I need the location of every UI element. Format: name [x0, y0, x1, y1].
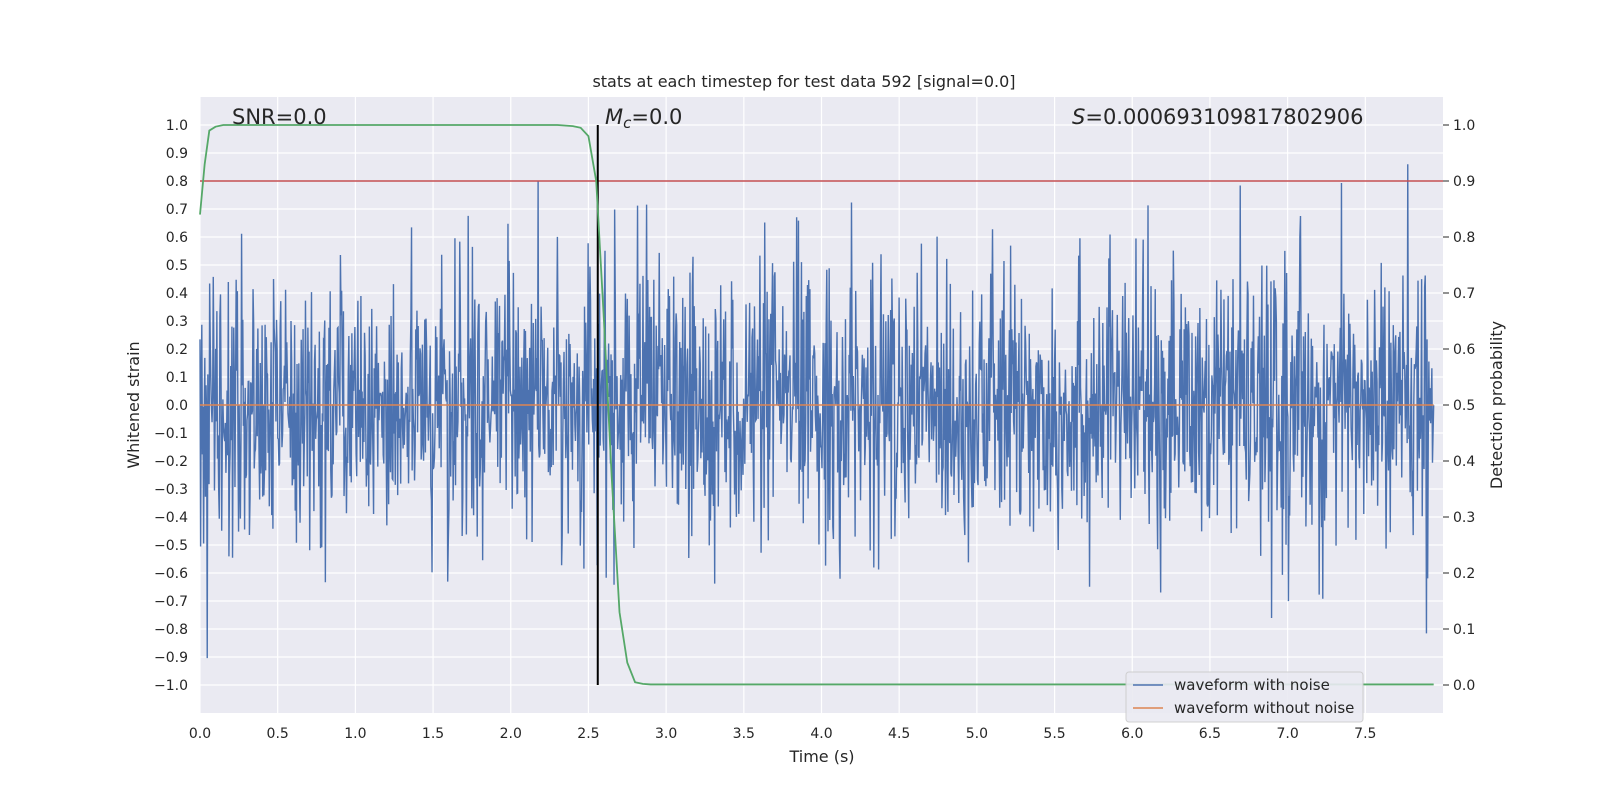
y-axis-label: Whitened strain	[124, 341, 143, 468]
y2-tick-label: 0.4	[1453, 454, 1475, 470]
y-tick-label: −0.8	[154, 622, 188, 638]
chirp-mass-value: =0.0	[631, 105, 682, 129]
detection-probability-line	[199, 124, 1434, 686]
y-tick-label: 0.2	[166, 342, 188, 358]
y-tick-label: 0.8	[166, 174, 188, 190]
x-tick-label: 4.5	[888, 726, 910, 742]
chirp-mass-symbol: M	[605, 105, 623, 129]
x-tick-label: 2.5	[577, 726, 599, 742]
y-tick-label: −0.6	[154, 566, 188, 582]
snr-statistic-annotation: S=0.000693109817802906	[1072, 105, 1363, 129]
x-axis-label: Time (s)	[788, 747, 854, 766]
y-tick-label: 0.1	[166, 370, 188, 386]
chart-title: stats at each timestep for test data 592…	[592, 72, 1015, 91]
x-tick-label: 0.0	[189, 726, 211, 742]
y-tick-label: −0.4	[154, 510, 188, 526]
x-tick-label: 5.5	[1043, 726, 1065, 742]
legend: waveform with noise waveform without noi…	[1125, 671, 1364, 723]
y-axis-ticks: 1.0 0.9 0.8 0.7 0.6 0.5 0.4 0.3 0.2 0.1 0.0 −0.1 −0.…	[154, 118, 188, 694]
y-tick-label: 1.0	[166, 118, 188, 134]
y2-tick-label: 0.7	[1453, 286, 1475, 302]
x-tick-label: 7.5	[1354, 726, 1376, 742]
y-tick-label: 0.3	[166, 314, 188, 330]
y2-tick-label: 0.9	[1453, 174, 1475, 190]
statistic-value: =0.000693109817802906	[1085, 105, 1363, 129]
y-tick-label: −0.9	[154, 650, 188, 666]
x-tick-label: 4.0	[810, 726, 832, 742]
x-tick-label: 1.0	[344, 726, 366, 742]
y-tick-label: −0.1	[154, 426, 188, 442]
y-tick-label: −0.2	[154, 454, 188, 470]
x-tick-label: 6.5	[1199, 726, 1221, 742]
y-tick-label: −0.7	[154, 594, 188, 610]
y2-axis-ticks: 1.0 0.9 0.8 0.7 0.6 0.5 0.4 0.3 0.2 0.1 0.0	[1443, 118, 1475, 694]
legend-box	[1125, 671, 1364, 723]
y-tick-label: 0.6	[166, 230, 188, 246]
x-tick-label: 3.5	[733, 726, 755, 742]
legend-label-clean: waveform without noise	[1174, 699, 1354, 717]
snr-annotation: SNR=0.0	[232, 105, 327, 129]
y-tick-label: 0.4	[166, 286, 188, 302]
x-axis-ticks: 0.0 0.5 1.0 1.5 2.0 2.5 3.0 3.5 4.0 4.5 5.0 5.5 6.0 6…	[189, 726, 1377, 742]
y-tick-label: −0.3	[154, 482, 188, 498]
x-tick-label: 7.0	[1276, 726, 1298, 742]
y-tick-label: 0.0	[166, 398, 188, 414]
x-tick-label: 1.5	[422, 726, 444, 742]
chirp-mass-annotation: Mc=0.0	[605, 105, 682, 132]
y2-axis-label: Detection probability	[1487, 321, 1506, 489]
x-tick-label: 3.0	[655, 726, 677, 742]
y2-tick-label: 0.3	[1453, 510, 1475, 526]
y2-tick-label: 0.8	[1453, 230, 1475, 246]
waveform-with-noise-line	[199, 164, 1435, 659]
y2-tick-label: 0.6	[1453, 342, 1475, 358]
waveform-with-noise-series	[199, 164, 1435, 659]
y-tick-label: 0.5	[166, 258, 188, 274]
x-tick-label: 2.0	[500, 726, 522, 742]
y-tick-label: 0.7	[166, 202, 188, 218]
x-tick-label: 5.0	[966, 726, 988, 742]
x-tick-label: 0.5	[267, 726, 289, 742]
y2-tick-label: 0.5	[1453, 398, 1475, 414]
y-tick-label: −1.0	[154, 678, 188, 694]
y2-tick-label: 1.0	[1453, 118, 1475, 134]
y2-tick-label: 0.1	[1453, 622, 1475, 638]
statistic-symbol: S	[1072, 105, 1085, 129]
chirp-mass-subscript: c	[623, 114, 632, 132]
y2-tick-label: 0.0	[1453, 678, 1475, 694]
y2-tick-label: 0.2	[1453, 566, 1475, 582]
y-tick-label: 0.9	[166, 146, 188, 162]
x-tick-label: 6.0	[1121, 726, 1143, 742]
y-tick-label: −0.5	[154, 538, 188, 554]
legend-label-noise: waveform with noise	[1174, 676, 1330, 694]
